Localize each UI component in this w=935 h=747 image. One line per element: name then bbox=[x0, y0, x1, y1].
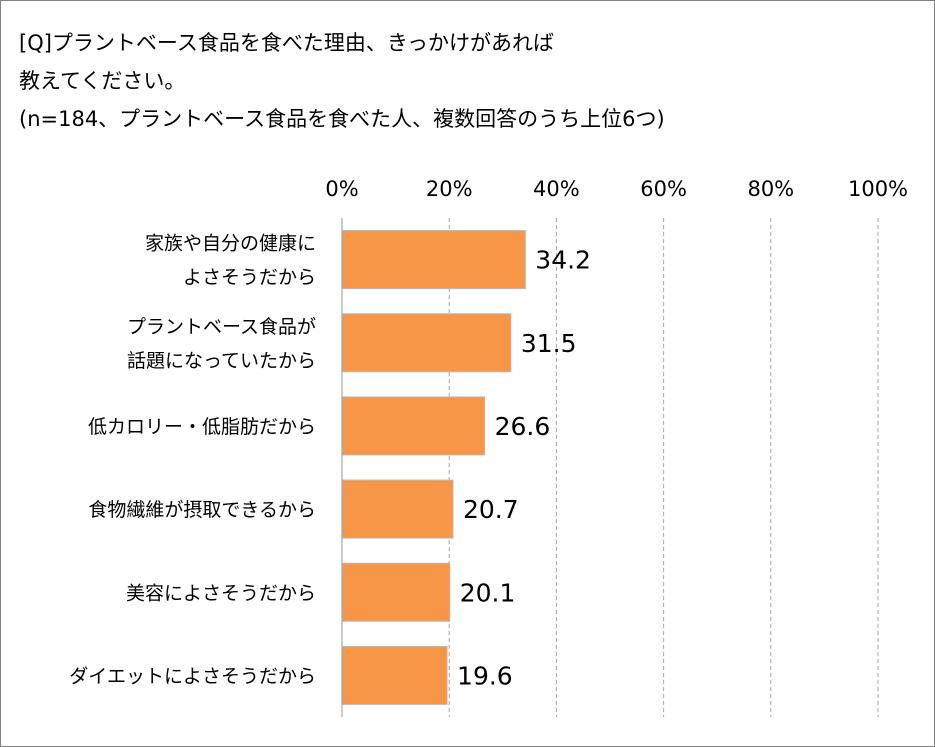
data-label-3: 26.6 bbox=[495, 412, 551, 441]
bar-2 bbox=[341, 313, 512, 373]
bar-6 bbox=[341, 645, 448, 705]
data-label-1: 34.2 bbox=[535, 246, 591, 275]
data-label-4: 20.7 bbox=[463, 495, 519, 524]
x-tick-label-40: 40% bbox=[533, 177, 580, 201]
bar-4 bbox=[341, 479, 454, 539]
category-label-6: ダイエットによさそうだから bbox=[69, 665, 316, 687]
category-label-2-line-1: プラントベース食品が bbox=[127, 316, 316, 338]
category-label-1-line-2: よさそうだから bbox=[183, 267, 316, 289]
category-label-3: 低カロリー・低脂肪だから bbox=[88, 416, 316, 438]
bar-5 bbox=[341, 562, 451, 622]
category-label-2-line-2: 話題になっていたから bbox=[127, 350, 316, 372]
data-label-2: 31.5 bbox=[521, 329, 577, 358]
category-label-4: 食物繊維が摂取できるから bbox=[88, 499, 316, 521]
data-label-5: 20.1 bbox=[460, 578, 516, 607]
x-tick-label-20: 20% bbox=[426, 177, 473, 201]
x-tick-label-60: 60% bbox=[640, 177, 687, 201]
chart-title-line-3: (n=184、プラントベース食品を食べた人、複数回答のうち上位6つ) bbox=[19, 107, 665, 131]
category-label-5: 美容によさそうだから bbox=[126, 582, 316, 604]
chart-title-line-2: 教えてください。 bbox=[19, 69, 186, 93]
chart-title-line-1: [Q]プラントベース食品を食べた理由、きっかけがあれば bbox=[19, 31, 555, 55]
data-label-6: 19.6 bbox=[457, 661, 513, 690]
bar-1 bbox=[341, 230, 526, 290]
x-tick-label-100: 100% bbox=[848, 177, 908, 201]
x-tick-label-0: 0% bbox=[325, 177, 358, 201]
x-tick-label-80: 80% bbox=[747, 177, 794, 201]
bar-3 bbox=[341, 396, 486, 456]
category-label-1-line-1: 家族や自分の健康に bbox=[145, 233, 316, 255]
